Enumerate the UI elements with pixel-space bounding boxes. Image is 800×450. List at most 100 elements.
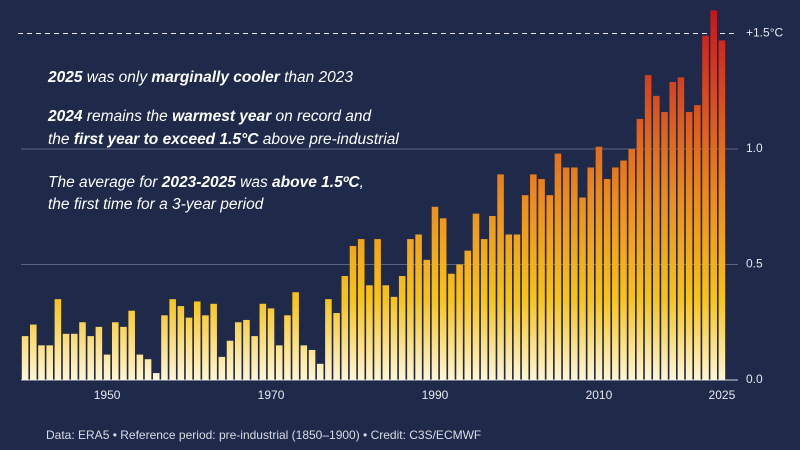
bar [87,336,94,380]
bar [120,326,127,380]
annotation-text: on record and [271,108,372,125]
bar [54,299,62,380]
bar [702,35,709,381]
bar [644,75,652,380]
y-tick-label: +1.5°C [746,26,783,40]
bar [30,324,37,380]
annotation-emphasis: marginally cooler [151,69,280,86]
annotation-text: was only [82,69,151,86]
bar [267,308,275,380]
annotation-text: was [236,174,272,191]
bar [251,336,258,380]
annotation-emphasis: above 1.5ºC [272,174,360,191]
bar [661,112,668,380]
x-tick-label: 1970 [258,388,285,402]
bar [628,149,636,380]
bar [341,276,349,380]
annotation-emphasis: 2023-2025 [161,174,237,191]
y-tick-label: 1.0 [746,141,763,155]
bar [169,299,176,380]
annotation-emphasis: warmest year [172,108,272,125]
bar [554,153,562,380]
bar [423,259,431,380]
bar [46,345,53,380]
bar [71,333,78,380]
bar [398,276,406,380]
annotation-text: The average for [48,174,162,191]
bar [587,167,595,380]
annotation: The average for 2023-2025 was above 1.5º… [48,174,364,191]
bar [234,322,242,380]
bar [300,345,308,380]
bar [292,292,299,380]
annotation: 2025 was only marginally cooler than 202… [47,69,353,86]
bar [136,354,144,380]
annotation: 2024 remains the warmest year on record … [47,108,373,125]
x-tick-label: 1950 [94,388,121,402]
bar [694,105,701,381]
bar [275,345,283,380]
x-tick-label: 2010 [586,388,613,402]
x-tick-label: 2025 [709,388,736,402]
bar [144,359,152,380]
bar [103,354,111,380]
bar [308,349,316,380]
bar [128,310,135,380]
bar [653,95,660,381]
bar [579,197,586,380]
bar [612,167,619,380]
bar [210,303,217,380]
bar [185,317,193,380]
bar [456,264,463,380]
footer: Data: ERA5 • Reference period: pre-indus… [46,428,481,442]
bar [489,215,496,380]
bar [218,356,226,380]
bar [316,363,324,380]
bar [464,250,472,380]
bar [407,239,414,380]
bar [357,239,365,380]
annotation-emphasis: 2025 [47,69,83,86]
annotation-text: than 2023 [280,69,354,86]
bar [439,218,447,380]
x-tick-label: 1990 [422,388,449,402]
bar [79,322,86,380]
annotation-text: , [360,174,364,191]
bar [382,285,390,380]
bar [538,179,545,380]
bar [21,336,29,380]
annotation-emphasis: first year to exceed 1.5°C [74,131,259,148]
bar [685,112,693,380]
bar [111,322,119,380]
bar [95,326,103,380]
bar [284,315,291,380]
annotation-emphasis: 2024 [47,108,83,125]
bar [603,179,611,380]
bar [562,167,570,380]
bar [193,301,201,380]
annotation-text: the first time for a 3-year period [48,196,265,213]
bar [431,206,439,380]
bar [571,167,578,380]
bar [415,234,422,380]
bar [636,118,644,380]
bar [669,82,676,380]
bar [710,10,717,381]
bar [333,313,340,380]
bar [259,303,267,380]
annotation-text: the [48,131,74,148]
bar [620,160,627,380]
bar [161,315,168,380]
bar [349,246,357,380]
bar [202,315,209,380]
y-tick-label: 0.0 [746,372,763,386]
bar [521,195,529,380]
bar [366,285,373,380]
bar [718,40,726,381]
bar [505,234,513,380]
annotation: the first time for a 3-year period [48,196,265,213]
bar [513,234,521,380]
bar [390,296,398,380]
annotation-text: above pre-industrial [258,131,399,148]
